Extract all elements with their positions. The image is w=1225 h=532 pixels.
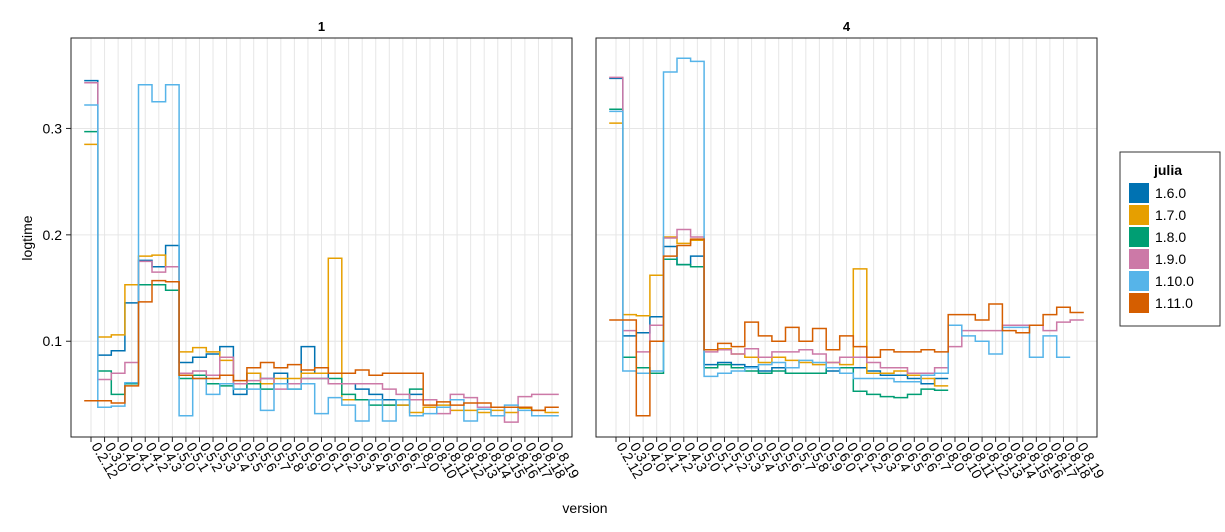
legend-swatch-1.7.0	[1129, 205, 1149, 225]
legend-swatch-1.10.0	[1129, 271, 1149, 291]
panel-title: 4	[843, 19, 851, 34]
series-line-1.11.0	[84, 279, 559, 412]
y-axis-title: logtime	[19, 215, 35, 260]
legend-label-1.11.0: 1.11.0	[1155, 295, 1193, 311]
legend-swatch-1.9.0	[1129, 249, 1149, 269]
panel-title: 1	[318, 19, 325, 34]
legend-label-1.9.0: 1.9.0	[1155, 251, 1186, 267]
series-line-1.7.0	[84, 143, 559, 414]
x-axis-title: version	[562, 500, 607, 516]
y-tick-label: 0.3	[43, 120, 63, 136]
series-line-1.10.0	[84, 84, 559, 422]
series-line-1.10.0	[609, 57, 1071, 383]
legend-label-1.10.0: 1.10.0	[1155, 273, 1194, 289]
legend-swatch-1.11.0	[1129, 293, 1149, 313]
panel-1: 10.2.120.3.00.4.00.4.10.4.20.4.30.5.00.5…	[43, 19, 583, 481]
legend: julia 1.6.0 1.7.0 1.8.0 1.9.0 1.10.0 1.11.0	[1119, 151, 1221, 327]
legend-swatch-1.8.0	[1129, 227, 1149, 247]
legend-label-1.6.0: 1.6.0	[1155, 185, 1186, 201]
legend-swatch-1.6.0	[1129, 183, 1149, 203]
legend-title: julia	[1153, 162, 1182, 178]
series-line-1.11.0	[609, 238, 1084, 417]
panels-layer: 10.2.120.3.00.4.00.4.10.4.20.4.30.5.00.5…	[43, 19, 1108, 481]
legend-label-1.7.0: 1.7.0	[1155, 207, 1186, 223]
series-line-1.9.0	[609, 76, 1084, 374]
y-tick-label: 0.2	[43, 227, 63, 243]
panel-4: 40.2.120.3.00.4.00.4.10.4.20.4.30.5.00.5…	[595, 19, 1108, 481]
y-tick-label: 0.1	[43, 333, 63, 349]
legend-label-1.8.0: 1.8.0	[1155, 229, 1186, 245]
